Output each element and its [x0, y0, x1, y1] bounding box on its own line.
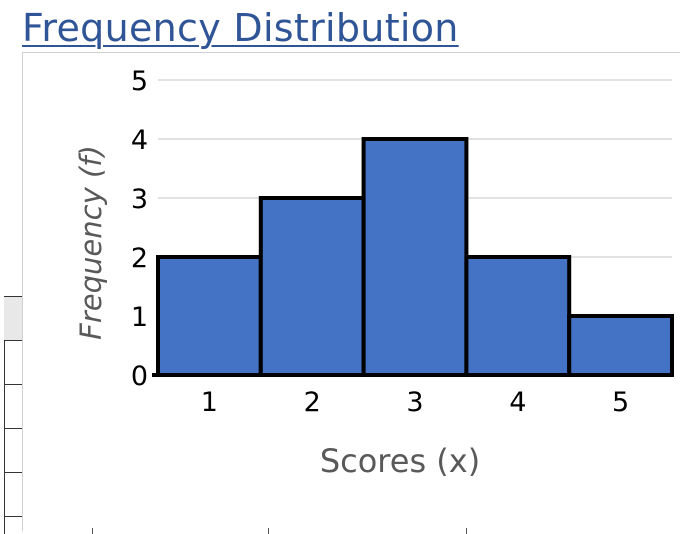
x-axis-title: Scores (x) [320, 442, 480, 480]
bar-4 [464, 255, 572, 377]
y-axis-title: Frequency (f) [74, 145, 108, 340]
bar-1 [156, 255, 263, 377]
x-tick-label: 3 [406, 387, 423, 418]
bar-3 [361, 137, 469, 377]
row-header-cell[interactable] [4, 516, 22, 517]
x-tick-labels: 1 2 3 4 5 [201, 387, 629, 418]
y-tick-label: 5 [131, 66, 148, 97]
row-header-border [4, 296, 5, 534]
y-tick-label: 1 [131, 302, 148, 333]
bar-2 [258, 196, 366, 377]
page-title: Frequency Distribution [22, 6, 459, 50]
spreadsheet-row-headers [0, 296, 22, 534]
column-divider [466, 528, 467, 534]
bar-5 [567, 314, 675, 377]
y-tick-label: 2 [131, 243, 148, 274]
column-divider [268, 528, 269, 534]
y-tick-label: 0 [131, 361, 148, 392]
bars [156, 137, 675, 377]
y-tick-label: 3 [131, 184, 148, 215]
x-tick-label: 1 [201, 387, 218, 418]
row-header-cell[interactable] [4, 428, 22, 429]
column-divider [92, 528, 93, 534]
y-tick-label: 4 [131, 125, 148, 156]
x-tick-label: 2 [304, 387, 321, 418]
row-header-cell[interactable] [4, 472, 22, 473]
row-header-cell[interactable] [4, 340, 22, 341]
x-tick-label: 4 [509, 387, 526, 418]
spreadsheet-column-marks [22, 528, 680, 534]
chart-frame [22, 52, 680, 531]
row-header-cell[interactable] [4, 384, 22, 385]
column-header-cell [4, 296, 22, 341]
x-tick-label: 5 [612, 387, 629, 418]
y-tick-labels: 0 1 2 3 4 5 [131, 66, 148, 392]
